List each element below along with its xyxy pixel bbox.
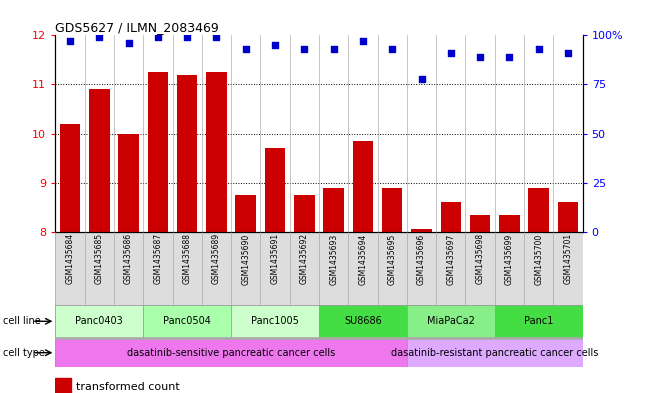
Bar [55, 378, 71, 393]
Bar [236, 195, 256, 232]
Bar [143, 305, 231, 337]
Bar [118, 134, 139, 232]
Point [65, 38, 75, 44]
Point [357, 38, 368, 44]
Text: dasatinib-sensitive pancreatic cancer cells: dasatinib-sensitive pancreatic cancer ce… [127, 348, 335, 358]
Bar [470, 215, 490, 232]
Bar [529, 187, 549, 232]
Text: GDS5627 / ILMN_2083469: GDS5627 / ILMN_2083469 [55, 21, 219, 34]
Text: transformed count: transformed count [76, 382, 180, 391]
Bar [319, 305, 407, 337]
Bar [324, 187, 344, 232]
Bar [60, 124, 80, 232]
Text: Panc0504: Panc0504 [163, 316, 211, 326]
Point [417, 75, 427, 82]
Point [241, 46, 251, 52]
Bar [495, 305, 583, 337]
Point [562, 50, 573, 56]
Bar [499, 215, 519, 232]
Bar [411, 230, 432, 232]
Bar [407, 305, 495, 337]
Text: Panc1: Panc1 [524, 316, 553, 326]
Bar [441, 202, 461, 232]
Point [211, 34, 221, 40]
Point [123, 40, 134, 46]
Bar [294, 195, 314, 232]
Bar [382, 187, 402, 232]
Point [299, 46, 310, 52]
Text: cell type: cell type [3, 348, 45, 358]
Bar [177, 75, 197, 232]
Point [94, 34, 104, 40]
Bar [55, 339, 407, 367]
Text: MiaPaCa2: MiaPaCa2 [427, 316, 475, 326]
Point [328, 46, 339, 52]
Point [504, 54, 514, 60]
Point [387, 46, 397, 52]
Bar [55, 305, 143, 337]
Point [152, 34, 163, 40]
Point [475, 54, 485, 60]
Text: dasatinib-resistant pancreatic cancer cells: dasatinib-resistant pancreatic cancer ce… [391, 348, 598, 358]
Point [270, 42, 280, 48]
Text: SU8686: SU8686 [344, 316, 381, 326]
Text: Panc1005: Panc1005 [251, 316, 299, 326]
Bar [206, 72, 227, 232]
Text: Panc0403: Panc0403 [76, 316, 123, 326]
Bar [231, 305, 319, 337]
Point [445, 50, 456, 56]
Bar [558, 202, 578, 232]
Bar [407, 339, 583, 367]
Bar [265, 148, 285, 232]
Text: cell line: cell line [3, 316, 41, 326]
Bar [148, 72, 168, 232]
Point [533, 46, 544, 52]
Point [182, 34, 192, 40]
Bar [353, 141, 373, 232]
Bar [89, 89, 109, 232]
